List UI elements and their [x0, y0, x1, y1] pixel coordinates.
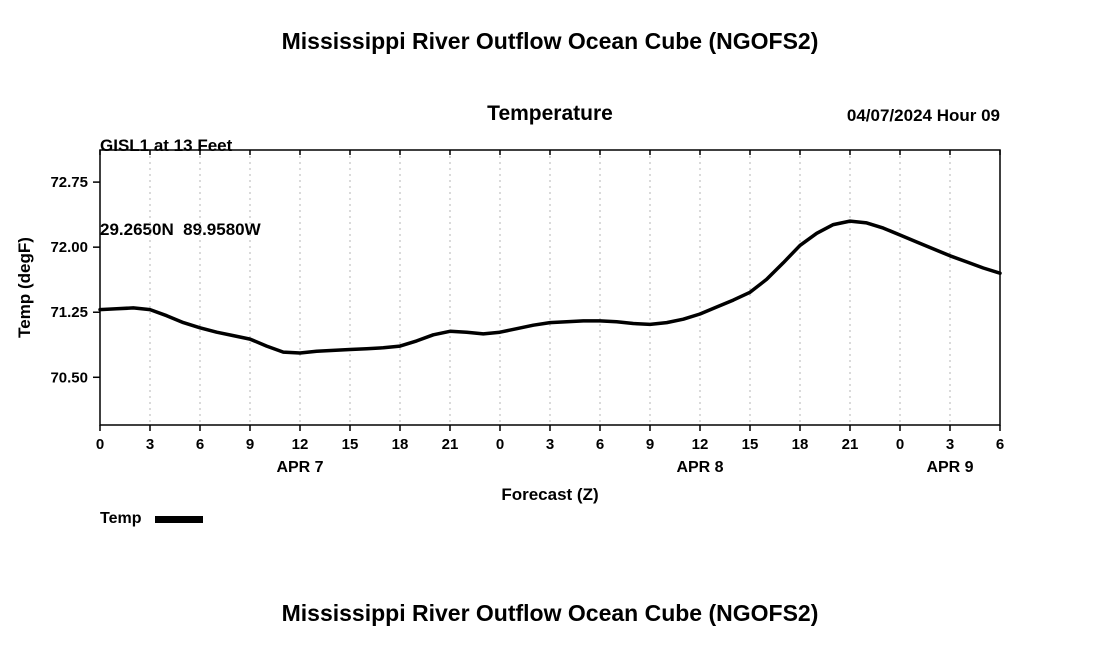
svg-text:72.00: 72.00 [50, 239, 88, 256]
svg-text:15: 15 [742, 436, 759, 453]
svg-text:3: 3 [546, 436, 554, 453]
svg-text:12: 12 [692, 436, 709, 453]
svg-text:3: 3 [946, 436, 954, 453]
legend-line-swatch [155, 515, 204, 523]
second-page-title: Mississippi River Outflow Ocean Cube (NG… [281, 600, 819, 626]
svg-text:9: 9 [646, 436, 654, 453]
svg-text:72.75: 72.75 [50, 174, 88, 191]
svg-text:0: 0 [96, 436, 104, 453]
page-title: Mississippi River Outflow Ocean Cube (NG… [281, 28, 819, 54]
station-coordinates: 29.2650N 89.9580W [100, 220, 261, 239]
svg-text:21: 21 [442, 436, 459, 453]
svg-text:6: 6 [196, 436, 204, 453]
svg-text:70.50: 70.50 [50, 369, 88, 386]
svg-text:3: 3 [146, 436, 154, 453]
svg-text:15: 15 [342, 436, 359, 453]
svg-text:9: 9 [246, 436, 254, 453]
svg-text:0: 0 [496, 436, 504, 453]
svg-text:0: 0 [896, 436, 904, 453]
svg-text:21: 21 [842, 436, 859, 453]
legend: Temp [100, 510, 204, 528]
forecast-datetime: 04/07/2024 Hour 09 [846, 106, 1000, 125]
svg-text:APR 7: APR 7 [276, 459, 323, 476]
svg-text:71.25: 71.25 [50, 304, 88, 321]
svg-text:18: 18 [792, 436, 809, 453]
svg-text:Temp (degF): Temp (degF) [15, 237, 34, 338]
svg-text:APR 9: APR 9 [926, 459, 973, 476]
svg-text:18: 18 [392, 436, 409, 453]
svg-text:Forecast (Z): Forecast (Z) [501, 485, 598, 504]
chart-title: Temperature [487, 102, 613, 125]
temperature-chart: 0 3 6 9 12 15 18 21 0 3 6 9 12 15 18 21 0 3 6 70.50 71.25 72.… [15, 149, 1004, 504]
legend-label: Temp [100, 510, 142, 527]
svg-text:6: 6 [596, 436, 604, 453]
svg-text:APR 8: APR 8 [676, 459, 723, 476]
svg-text:12: 12 [292, 436, 309, 453]
svg-text:6: 6 [996, 436, 1004, 453]
